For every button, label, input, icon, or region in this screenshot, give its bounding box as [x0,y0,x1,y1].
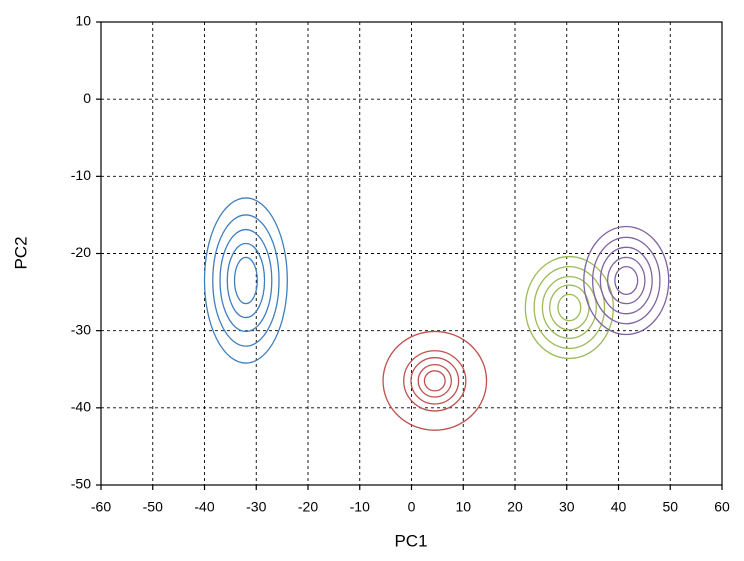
x-tick-label: 0 [408,499,416,515]
y-tick-label: -40 [71,399,91,415]
contour-ring [591,236,661,325]
x-tick-label: 30 [559,499,575,515]
x-tick-label: -20 [298,499,318,515]
contour-ring [212,214,280,347]
x-axis-title: PC1 [394,531,427,550]
contour-ring [203,197,288,364]
x-tick-label: 40 [611,499,627,515]
contour-ring [606,256,646,305]
y-tick-label: -30 [71,321,91,337]
contour-ring [599,246,653,315]
y-tick-label: 0 [83,90,91,106]
contour-ring [614,265,639,296]
x-tick-label: 20 [507,499,523,515]
x-tick-label: -10 [350,499,370,515]
y-axis-title: PC2 [11,236,30,269]
y-tick-label: -50 [71,476,91,492]
y-tick-label: 10 [75,13,91,29]
contour-ring [533,265,606,350]
contour-ring [382,330,488,431]
x-tick-label: -30 [246,499,266,515]
contour-ring [549,284,590,331]
x-tick-label: 50 [662,499,678,515]
contour-ring [583,225,670,336]
y-tick-label: -20 [71,244,91,260]
contour-ring [557,293,582,322]
x-tick-label: 60 [714,499,730,515]
x-tick-label: -40 [194,499,214,515]
contour-ring [417,363,452,398]
contour-ring [541,275,597,340]
contour-ring [403,350,467,412]
y-tick-label: -10 [71,167,91,183]
x-tick-label: 10 [455,499,471,515]
contour-ring [233,256,258,305]
contour-ring [226,242,266,319]
plot-frame [100,21,723,486]
contour-ring [410,357,460,405]
contour-ring [524,255,614,360]
contour-ring [219,228,273,333]
x-tick-label: -60 [91,499,111,515]
x-tick-label: -50 [143,499,163,515]
contour-ring [423,370,446,392]
